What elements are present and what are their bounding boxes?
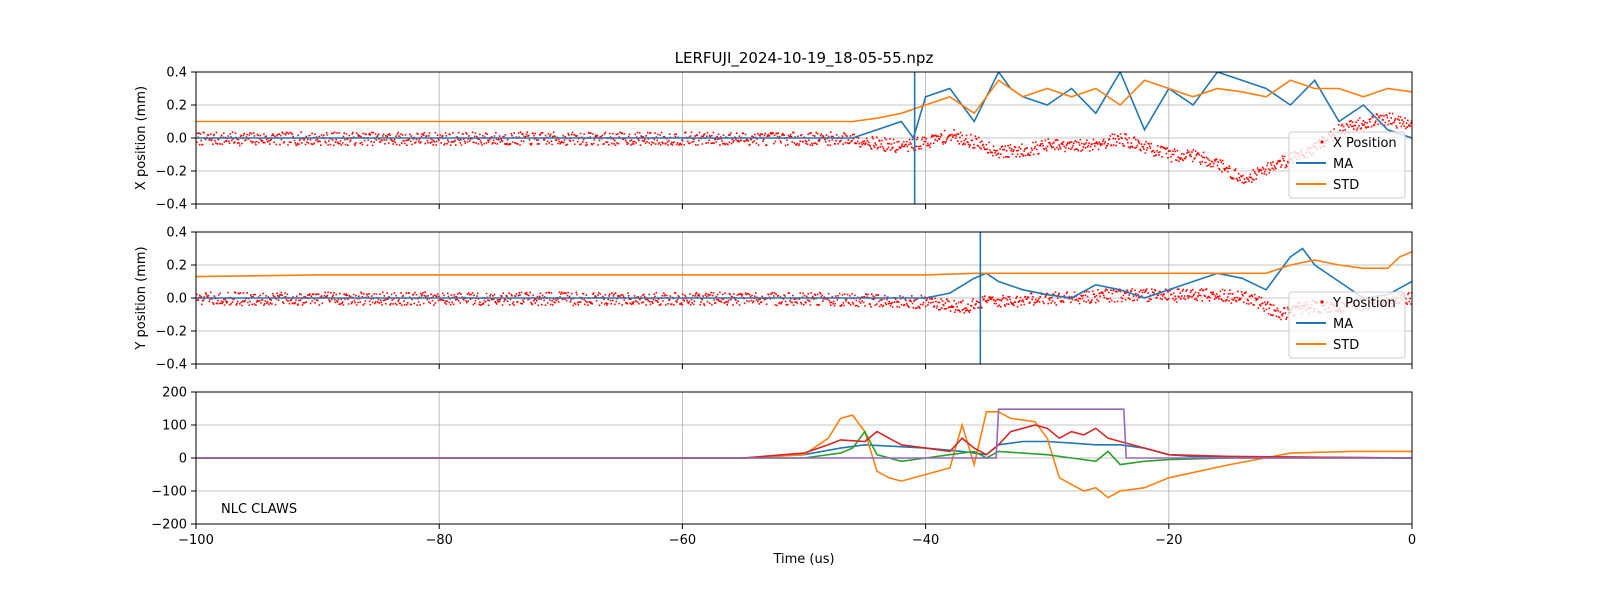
y-tick-label: −200 <box>151 518 187 533</box>
ma-line <box>196 72 1412 140</box>
legend-label-y-position: Y Position <box>1332 296 1396 311</box>
x-panel-yticks: 0.4 0.2 0.0 −0.2 −0.4 <box>155 66 196 213</box>
y-tick-label: 0.0 <box>166 292 187 307</box>
claws-series-line <box>196 430 1412 466</box>
y-tick-label: −100 <box>151 485 187 500</box>
position-points <box>196 288 1412 321</box>
x-tick-label: −100 <box>178 533 214 548</box>
ma-line <box>196 247 1412 299</box>
y-panel-yticks: 0.4 0.2 0.0 −0.2 −0.4 <box>155 226 196 373</box>
std-line <box>196 79 1412 123</box>
y-panel-xticks <box>195 364 1413 369</box>
y-tick-label: 0.4 <box>166 226 187 241</box>
legend-label-ma: MA <box>1333 317 1353 332</box>
figure-title: LERFUJI_2024-10-19_18-05-55.npz <box>675 49 934 68</box>
y-position-panel: 0.4 0.2 0.0 −0.2 −0.4 Y position (mm) Y Posi… <box>134 226 1413 373</box>
claws-series-line <box>196 424 1412 459</box>
y-tick-label: 0.4 <box>166 66 187 81</box>
x-tick-label: −60 <box>669 533 696 548</box>
x-position-panel: 0.4 0.2 0.0 −0.2 −0.4 X position (mm) X Posi… <box>134 66 1413 213</box>
std-line <box>196 251 1412 278</box>
legend-label-std: STD <box>1333 338 1359 353</box>
claws-panel-data <box>196 408 1412 499</box>
legend-label-ma: MA <box>1333 157 1353 172</box>
claws-panel-yticks: 200 100 0 −100 −200 <box>151 386 196 533</box>
y-panel-ylabel: Y position (mm) <box>134 246 149 350</box>
y-tick-label: −0.4 <box>155 198 187 213</box>
x-tick-label: −80 <box>425 533 452 548</box>
y-tick-label: 100 <box>162 419 187 434</box>
y-panel-data <box>196 232 1412 364</box>
y-tick-label: 0.0 <box>166 132 187 147</box>
y-tick-label: 0.2 <box>166 259 187 274</box>
y-panel-legend: Y Position MA STD <box>1288 291 1406 359</box>
x-tick-label: −20 <box>1155 533 1182 548</box>
legend-label-x-position: X Position <box>1333 136 1397 151</box>
x-tick-label: 0 <box>1408 533 1416 548</box>
y-tick-label: −0.2 <box>155 325 187 340</box>
y-tick-label: 0 <box>179 452 187 467</box>
legend-label-std: STD <box>1333 178 1359 193</box>
x-panel-legend: X Position MA STD <box>1288 131 1406 199</box>
y-tick-label: −0.2 <box>155 165 187 180</box>
x-tick-label: −40 <box>912 533 939 548</box>
claws-annotation: NLC CLAWS <box>221 502 297 517</box>
x-axis-label: Time (us) <box>772 552 834 567</box>
x-panel-xticks <box>195 204 1413 209</box>
y-tick-label: 0.2 <box>166 99 187 114</box>
x-panel-data <box>196 72 1412 204</box>
x-panel-ylabel: X position (mm) <box>134 86 149 190</box>
legend-marker-x-position <box>1320 140 1324 144</box>
claws-panel-xticks: −100 −80 −60 −40 −20 0 <box>178 524 1416 548</box>
y-tick-label: 200 <box>162 386 187 401</box>
legend-marker-y-position <box>1320 300 1324 304</box>
y-tick-label: −0.4 <box>155 358 187 373</box>
claws-series-line <box>196 408 1412 459</box>
